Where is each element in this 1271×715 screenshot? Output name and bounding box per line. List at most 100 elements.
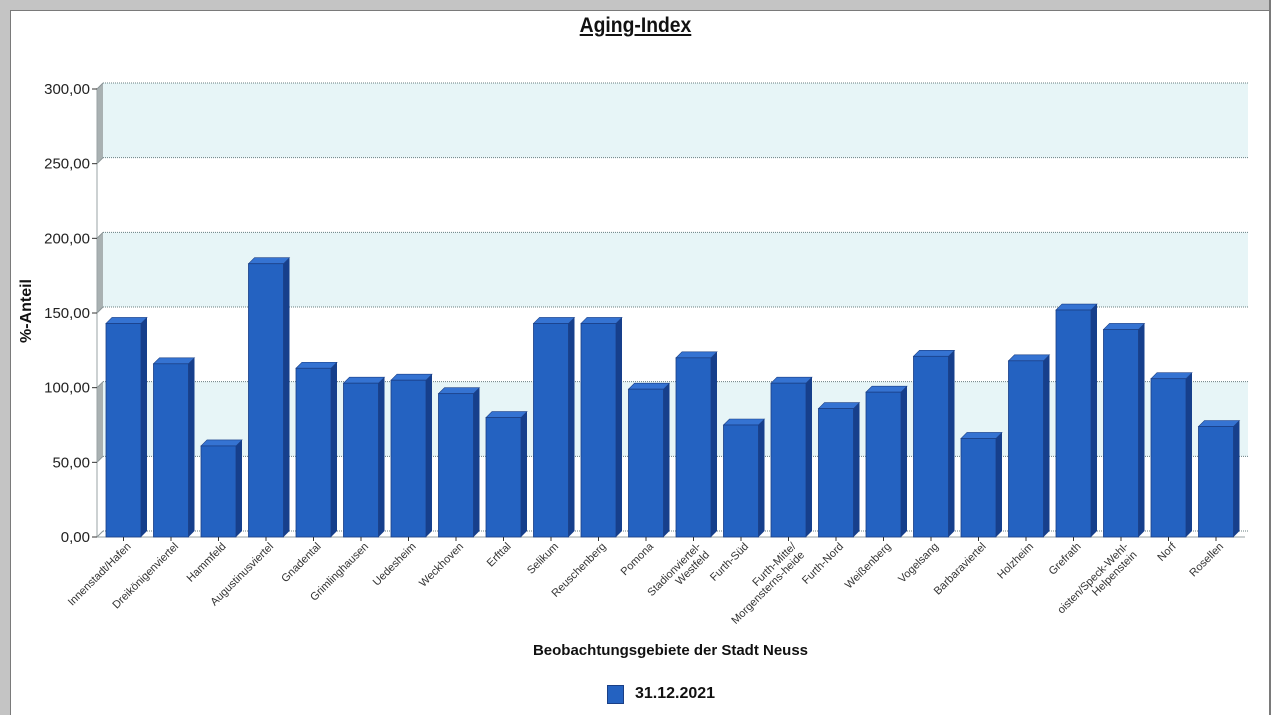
bar xyxy=(1198,426,1234,538)
bar-side xyxy=(283,257,290,537)
x-tick-label-line: Grefrath xyxy=(1047,541,1084,578)
bar xyxy=(818,408,854,538)
x-tick-label-line: Norf xyxy=(1155,540,1179,564)
y-tick-label: 50,00 xyxy=(52,454,90,471)
bar-side xyxy=(1043,354,1050,537)
bar-side xyxy=(616,317,622,537)
bar-side xyxy=(568,317,575,537)
window-right-edge xyxy=(1269,0,1271,715)
legend-swatch xyxy=(607,684,624,704)
bar xyxy=(865,391,902,538)
bar-top xyxy=(960,432,1003,439)
bar xyxy=(960,438,997,538)
bar-top xyxy=(1055,303,1098,311)
x-tick-label-line: Furth-Nord xyxy=(800,541,846,587)
x-tick-label: Weckhoven xyxy=(417,541,466,590)
bar-top xyxy=(342,376,386,384)
bar xyxy=(580,323,617,538)
x-tick-label: Rosellen xyxy=(1187,541,1226,580)
bar-top xyxy=(770,376,813,384)
gridline-wall xyxy=(96,231,104,239)
bar-side xyxy=(188,357,195,537)
x-tick-label: Selikum xyxy=(525,541,561,577)
axis-wall-band xyxy=(97,232,103,313)
bar-side xyxy=(948,350,955,537)
bar-side xyxy=(758,419,765,537)
bar-top xyxy=(627,382,671,390)
bar-top xyxy=(1102,323,1146,330)
bar-side xyxy=(141,317,147,537)
bar-top xyxy=(912,350,956,357)
y-tick-label: 300,00 xyxy=(44,81,90,98)
x-tick-label-line: Vogelsang xyxy=(896,541,941,586)
bar-top xyxy=(722,418,766,426)
legend: 31.12.2021 xyxy=(607,682,715,706)
x-tick-label: Grefrath xyxy=(1047,541,1084,578)
x-tick-label-line: Morgensterns-heide xyxy=(729,549,807,627)
bar-top xyxy=(105,317,148,324)
chart-panel xyxy=(10,10,1269,715)
bar-side xyxy=(711,351,717,537)
y-tick-label: 0,00 xyxy=(61,529,90,546)
x-tick-label-line: Pomona xyxy=(619,540,657,578)
bar-side xyxy=(473,387,480,537)
bar-top xyxy=(1150,372,1193,380)
bar-top xyxy=(485,411,528,418)
x-tick-label: Holzheim xyxy=(995,541,1036,582)
bar-top xyxy=(295,361,338,369)
bar-top xyxy=(1197,420,1241,427)
bar-top xyxy=(1007,354,1051,362)
bar-top xyxy=(817,402,861,409)
bar xyxy=(105,323,142,538)
x-tick-label-line: Hammfeld xyxy=(185,541,229,585)
x-tick-label: Erfttal xyxy=(485,541,514,570)
x-axis-label: Beobachtungsgebiete der Stadt Neuss xyxy=(532,642,809,659)
bar xyxy=(295,367,332,538)
bar-side xyxy=(663,383,670,537)
x-tick-label: Uedesheim xyxy=(371,541,419,589)
bar-side xyxy=(1186,372,1192,537)
bar-top xyxy=(437,387,481,394)
bar xyxy=(723,424,759,538)
bar-side xyxy=(236,439,242,537)
x-tick-label-line: Erfttal xyxy=(485,541,514,570)
bar-top xyxy=(675,351,718,359)
x-tick-label-line: Uedesheim xyxy=(371,541,419,589)
bar xyxy=(153,363,189,538)
gridline-wall xyxy=(96,381,104,389)
y-tick-label: 200,00 xyxy=(44,230,90,247)
x-tick-label-line: Rosellen xyxy=(1187,541,1226,580)
bar-side xyxy=(331,362,337,537)
bar-side xyxy=(853,402,860,537)
bar xyxy=(248,263,284,538)
bar xyxy=(1008,360,1044,538)
axis-wall-band xyxy=(97,83,103,164)
bar-top xyxy=(532,317,576,324)
bar-side xyxy=(996,432,1002,537)
gridline-wall xyxy=(96,82,104,90)
y-tick-label: 150,00 xyxy=(44,305,90,322)
bar-top xyxy=(580,317,623,324)
x-tick-label-line: Selikum xyxy=(525,541,561,577)
x-tick-label: Hammfeld xyxy=(185,541,229,585)
bar xyxy=(390,379,427,538)
chart-title: Aging-Index xyxy=(579,14,692,37)
bar xyxy=(533,323,569,538)
bar-side xyxy=(426,374,432,537)
gridline-wall xyxy=(96,157,104,165)
x-tick-label: Furth-Süd xyxy=(708,541,751,584)
y-tick-label: 250,00 xyxy=(44,156,90,173)
legend-label: 31.12.2021 xyxy=(635,685,716,702)
x-tick-label: Weißenberg xyxy=(843,541,894,592)
bar xyxy=(770,382,807,538)
y-tick-label: 100,00 xyxy=(44,380,90,397)
bar-side xyxy=(1233,420,1240,537)
bar xyxy=(913,355,949,538)
background-band xyxy=(103,83,1248,158)
x-tick-label-line: Weckhoven xyxy=(417,541,466,590)
gridline-wall xyxy=(96,455,104,463)
x-tick-label-line: Gnadental xyxy=(279,541,323,585)
axis-wall-band xyxy=(97,381,103,463)
bar xyxy=(628,388,664,538)
bar-side xyxy=(901,386,907,537)
